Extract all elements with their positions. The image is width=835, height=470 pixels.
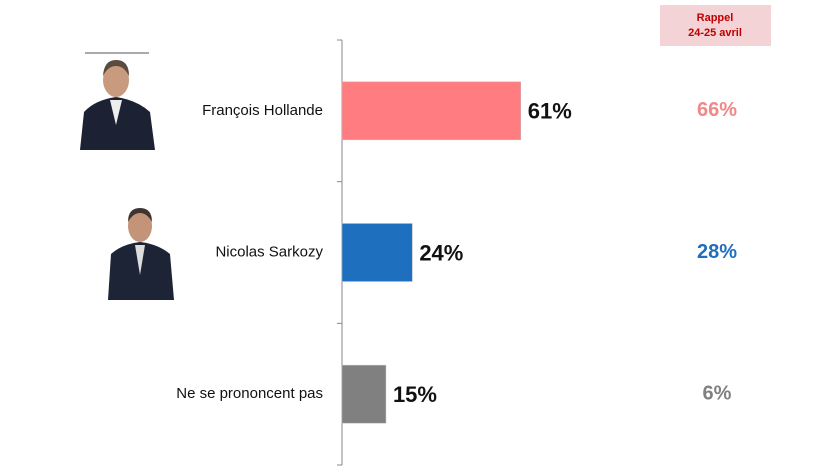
portrait	[78, 57, 155, 150]
recall-title: Rappel	[697, 12, 734, 24]
recall-title: 24-25 avril	[688, 27, 742, 39]
value-label: 15%	[393, 382, 437, 407]
recall-value: 66%	[697, 99, 737, 121]
category-label: Nicolas Sarkozy	[215, 243, 323, 260]
recall-header-box	[660, 5, 771, 46]
bar	[341, 364, 387, 424]
category-label: Ne se prononcent pas	[176, 385, 323, 402]
category-label: François Hollande	[202, 102, 323, 119]
portrait	[107, 205, 174, 300]
recall-value: 6%	[703, 382, 732, 404]
recall-value: 28%	[697, 241, 737, 263]
bar	[341, 81, 521, 141]
value-label: 24%	[419, 240, 463, 265]
value-label: 61%	[528, 99, 572, 124]
bar	[341, 223, 413, 282]
